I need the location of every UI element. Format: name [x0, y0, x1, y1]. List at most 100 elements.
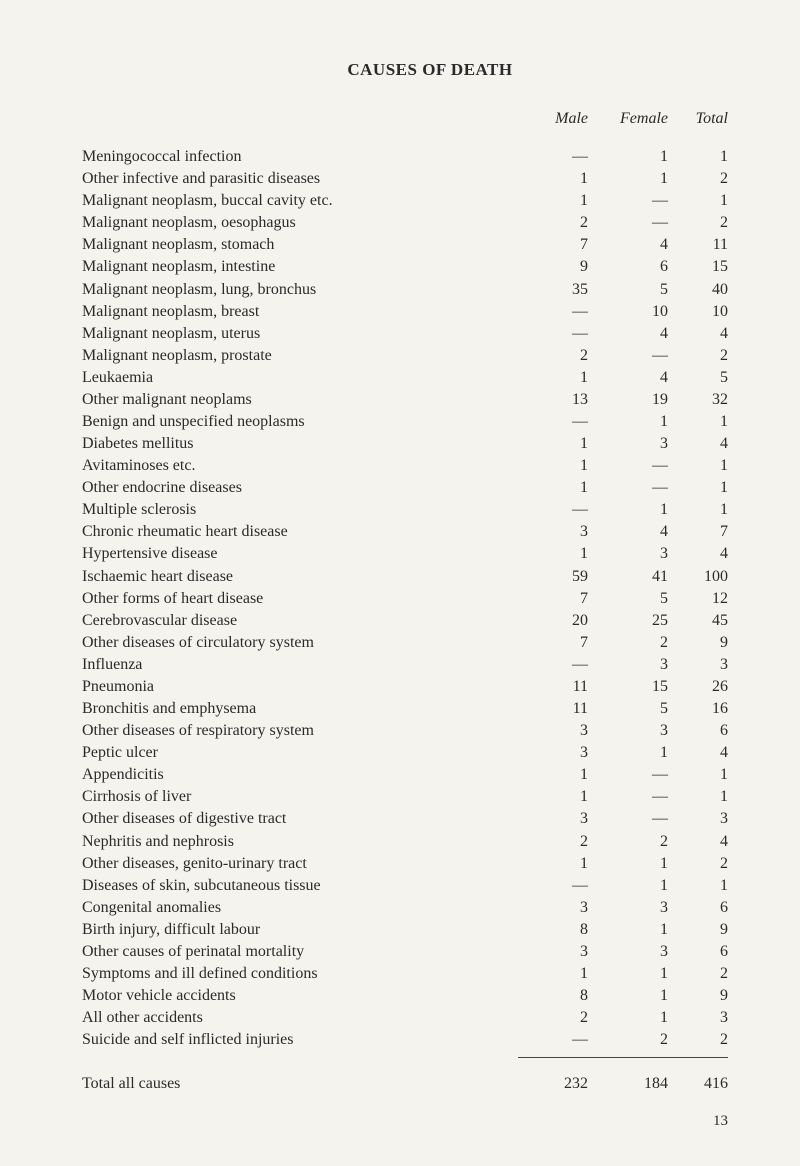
row-male: 1: [518, 853, 588, 875]
row-label: Malignant neoplasm, oesophagus: [82, 212, 518, 234]
row-total: 3: [668, 808, 728, 830]
row-female: 41: [588, 566, 668, 588]
page-number: 13: [713, 1113, 728, 1130]
total-total: 416: [668, 1059, 728, 1095]
row-female: 4: [588, 234, 668, 256]
table-row: Diseases of skin, subcutaneous tissue—11: [82, 875, 728, 897]
row-label: Malignant neoplasm, buccal cavity etc.: [82, 190, 518, 212]
row-total: 1: [668, 499, 728, 521]
row-total: 15: [668, 256, 728, 278]
row-female: —: [588, 455, 668, 477]
row-female: 5: [588, 698, 668, 720]
table-row: Malignant neoplasm, buccal cavity etc. 1—…: [82, 190, 728, 212]
table-row: Congenital anomalies336: [82, 897, 728, 919]
row-label: Motor vehicle accidents: [82, 985, 518, 1007]
row-female: —: [588, 477, 668, 499]
row-label: Congenital anomalies: [82, 897, 518, 919]
table-row: Benign and unspecified neoplasms—11: [82, 411, 728, 433]
row-label: Meningococcal infection: [82, 146, 518, 168]
row-label: Symptoms and ill defined conditions: [82, 963, 518, 985]
header-female: Female: [588, 108, 668, 146]
row-total: 2: [668, 345, 728, 367]
row-total: 6: [668, 720, 728, 742]
row-total: 12: [668, 588, 728, 610]
row-total: 40: [668, 279, 728, 301]
row-total: 2: [668, 963, 728, 985]
row-male: 1: [518, 477, 588, 499]
table-row: Symptoms and ill defined conditions112: [82, 963, 728, 985]
row-total: 9: [668, 632, 728, 654]
table-row: Nephritis and nephrosis224: [82, 831, 728, 853]
row-total: 1: [668, 764, 728, 786]
table-row: Other diseases, genito-urinary tract112: [82, 853, 728, 875]
row-total: 16: [668, 698, 728, 720]
row-male: 1: [518, 168, 588, 190]
row-male: 20: [518, 610, 588, 632]
table-row: Chronic rheumatic heart disease347: [82, 521, 728, 543]
row-female: 3: [588, 654, 668, 676]
row-female: 1: [588, 919, 668, 941]
row-male: 9: [518, 256, 588, 278]
table-row: Ischaemic heart disease5941100: [82, 566, 728, 588]
table-row: Malignant neoplasm, breast—1010: [82, 301, 728, 323]
row-label: Other forms of heart disease: [82, 588, 518, 610]
row-total: 1: [668, 190, 728, 212]
table-row: Malignant neoplasm, uterus—44: [82, 323, 728, 345]
table-row: Other diseases of digestive tract3—3: [82, 808, 728, 830]
row-total: 11: [668, 234, 728, 256]
row-female: 1: [588, 963, 668, 985]
row-label: Nephritis and nephrosis: [82, 831, 518, 853]
row-total: 2: [668, 168, 728, 190]
page-title: CAUSES OF DEATH: [132, 60, 728, 80]
header-male: Male: [518, 108, 588, 146]
row-female: 15: [588, 676, 668, 698]
row-total: 32: [668, 389, 728, 411]
table-row: All other accidents213: [82, 1007, 728, 1029]
header-blank: [82, 108, 518, 146]
row-male: 3: [518, 808, 588, 830]
table-row: Malignant neoplasm, stomach7411: [82, 234, 728, 256]
row-total: 3: [668, 1007, 728, 1029]
row-male: 7: [518, 632, 588, 654]
row-female: —: [588, 786, 668, 808]
row-male: —: [518, 301, 588, 323]
row-label: Other diseases of digestive tract: [82, 808, 518, 830]
row-male: 3: [518, 720, 588, 742]
row-male: 3: [518, 521, 588, 543]
table-row: Malignant neoplasm, intestine9615: [82, 256, 728, 278]
row-female: 1: [588, 742, 668, 764]
row-label: Pneumonia: [82, 676, 518, 698]
row-total: 1: [668, 477, 728, 499]
row-female: 2: [588, 1029, 668, 1051]
row-label: Multiple sclerosis: [82, 499, 518, 521]
row-label: Peptic ulcer: [82, 742, 518, 764]
row-male: —: [518, 499, 588, 521]
row-label: Diabetes mellitus: [82, 433, 518, 455]
row-label: Other endocrine diseases: [82, 477, 518, 499]
row-male: —: [518, 654, 588, 676]
header-total: Total: [668, 108, 728, 146]
row-female: —: [588, 190, 668, 212]
row-male: —: [518, 411, 588, 433]
table-row: Birth injury, difficult labour819: [82, 919, 728, 941]
table-row: Other forms of heart disease7512: [82, 588, 728, 610]
row-total: 6: [668, 897, 728, 919]
row-male: —: [518, 875, 588, 897]
row-male: 3: [518, 897, 588, 919]
row-label: Bronchitis and emphysema: [82, 698, 518, 720]
table-row: Other infective and parasitic diseases11…: [82, 168, 728, 190]
row-male: 7: [518, 588, 588, 610]
row-female: 3: [588, 543, 668, 565]
table-row: Other diseases of circulatory system729: [82, 632, 728, 654]
row-female: 1: [588, 875, 668, 897]
row-female: 19: [588, 389, 668, 411]
row-total: 45: [668, 610, 728, 632]
row-female: 6: [588, 256, 668, 278]
row-label: All other accidents: [82, 1007, 518, 1029]
row-label: Other diseases, genito-urinary tract: [82, 853, 518, 875]
row-female: 3: [588, 897, 668, 919]
table-row: Hypertensive disease134: [82, 543, 728, 565]
row-female: 1: [588, 146, 668, 168]
row-label: Appendicitis: [82, 764, 518, 786]
table-row: Other diseases of respiratory system336: [82, 720, 728, 742]
